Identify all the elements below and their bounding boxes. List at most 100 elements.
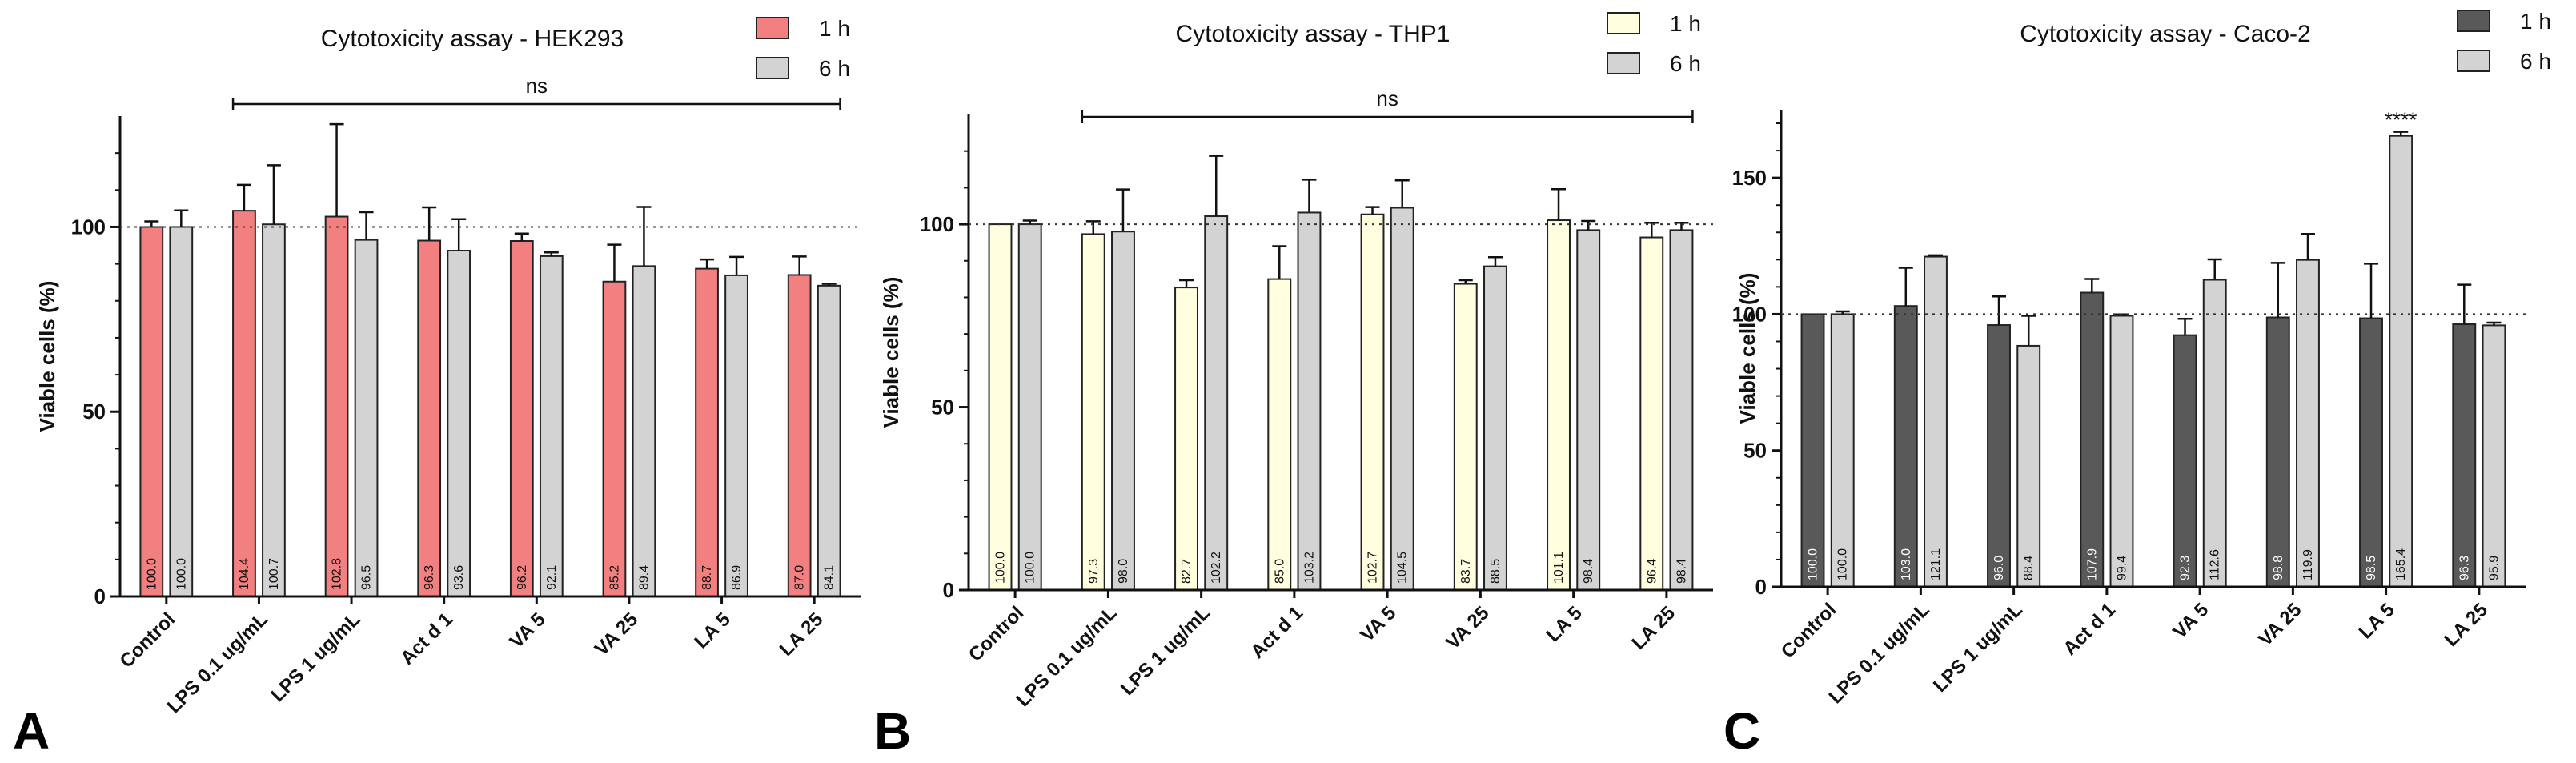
- bar-1h-0: [988, 223, 1013, 591]
- x-tick-label: LA 5: [1543, 602, 1587, 646]
- bar-1h-7: [1639, 236, 1664, 591]
- bar-1h-4: [509, 240, 534, 597]
- data-label: 102.8: [331, 558, 344, 590]
- data-label: 103.0: [1900, 548, 1913, 580]
- data-label: 101.1: [1552, 552, 1566, 584]
- data-label: 119.9: [2301, 549, 2315, 580]
- x-tick-label: LPS 1 ug/mL: [1117, 602, 1214, 700]
- x-tick-label: Act d 1: [1246, 602, 1307, 663]
- bar-6h-2: [354, 239, 379, 597]
- bar-1h-4: [1360, 213, 1385, 591]
- bar-1h-6: [695, 267, 719, 597]
- data-label: 100.0: [994, 552, 1008, 584]
- bar-1h-3: [2080, 291, 2105, 588]
- data-label: 92.1: [545, 565, 559, 590]
- bar-1h-5: [2265, 316, 2290, 588]
- y-tick-label: 100: [71, 215, 106, 239]
- data-label: 95.9: [2487, 556, 2501, 580]
- data-label: 100.0: [175, 558, 188, 590]
- bar-6h-4: [539, 255, 564, 597]
- x-tick-label: Control: [1777, 599, 1840, 662]
- legend-swatch-6h: [2457, 50, 2490, 72]
- data-label: 102.7: [1366, 552, 1380, 584]
- bar-1h-6: [2359, 317, 2383, 588]
- data-label: 104.4: [238, 558, 251, 590]
- data-label: 98.8: [2272, 556, 2285, 580]
- bar-6h-5: [632, 265, 656, 597]
- bar-1h-1: [1081, 233, 1105, 591]
- bar-6h-7: [1669, 229, 1694, 591]
- bar-6h-7: [2482, 324, 2506, 588]
- significance-stars: ****: [2385, 108, 2417, 132]
- data-label: 96.3: [2458, 556, 2471, 580]
- x-tick-label: LA 25: [776, 608, 828, 661]
- x-tick-label: LA 5: [2355, 599, 2399, 643]
- bar-6h-0: [1830, 313, 1855, 588]
- data-label: 87.0: [793, 565, 807, 590]
- bar-6h-3: [447, 250, 471, 597]
- chart-panel-b: Cytotoxicity assay - THP1 1 h 6 h 0 50 100 Via…: [874, 11, 1713, 760]
- bar-6h-0: [1017, 223, 1042, 591]
- chart-title: Cytotoxicity assay - Caco-2: [2020, 21, 2310, 47]
- x-tick-label: LPS 1 ug/mL: [267, 608, 364, 706]
- x-tick-label: LA 25: [1627, 602, 1679, 654]
- bar-1h-2: [324, 215, 349, 597]
- data-label: 107.9: [2085, 548, 2099, 580]
- y-tick-label: 0: [1755, 575, 1767, 599]
- x-tick-label: LPS 0.1 ug/mL: [163, 608, 272, 717]
- legend-swatch-6h: [756, 57, 789, 79]
- bar-6h-1: [1111, 231, 1135, 591]
- bar-1h-0: [139, 226, 164, 597]
- data-label: 85.2: [608, 565, 621, 590]
- x-tick-label: Control: [116, 608, 179, 672]
- bar-6h-6: [1576, 229, 1601, 591]
- data-label: 92.3: [2179, 556, 2193, 580]
- data-label: 96.0: [1992, 556, 2006, 580]
- x-tick-label: VA 5: [2169, 599, 2213, 643]
- x-tick-label: VA 25: [591, 608, 642, 660]
- legend-label: 6 h: [2520, 49, 2551, 74]
- bar-1h-5: [602, 280, 627, 597]
- bar-6h-7: [817, 284, 841, 597]
- bar-1h-0: [1800, 313, 1825, 588]
- chart-title: Cytotoxicity assay - THP1: [1176, 21, 1451, 47]
- legend-label: 1 h: [1670, 11, 1701, 36]
- x-tick-label: Act d 1: [396, 608, 457, 669]
- y-tick-label: 0: [943, 578, 954, 602]
- x-tick-label: LPS 1 ug/mL: [1929, 599, 2027, 697]
- data-label: 121.1: [1929, 548, 1943, 580]
- x-tick-label: VA 5: [1356, 602, 1400, 646]
- panel-label: A: [13, 702, 50, 760]
- bar-1h-1: [232, 210, 256, 597]
- y-tick-label: 100: [920, 212, 954, 236]
- data-label: 104.5: [1396, 552, 1410, 584]
- bar-6h-0: [169, 226, 194, 597]
- data-label: 96.3: [423, 565, 436, 590]
- data-label: 97.3: [1087, 559, 1101, 584]
- data-label: 112.6: [2209, 549, 2222, 580]
- bar-1h-7: [787, 274, 812, 597]
- bar-1h-6: [1547, 219, 1571, 591]
- bar-6h-1: [1924, 255, 1948, 588]
- data-label: 165.4: [2394, 548, 2408, 580]
- chart-title: Cytotoxicity assay - HEK293: [321, 26, 624, 52]
- chart-panel-c: Cytotoxicity assay - Caco-2 1 h 6 h 0 50 100 1…: [1723, 9, 2551, 760]
- legend-swatch-6h: [1607, 52, 1640, 74]
- x-tick-label: VA 25: [1442, 602, 1493, 653]
- legend-label: 1 h: [819, 16, 850, 41]
- x-tick-label: LA 5: [691, 608, 735, 653]
- x-tick-label: LA 25: [2440, 599, 2492, 651]
- bar-1h-7: [2452, 323, 2477, 588]
- bar-6h-2: [2016, 344, 2041, 588]
- legend-swatch-1h: [756, 17, 789, 39]
- x-tick-label: LPS 0.1 ug/mL: [1825, 599, 1934, 708]
- y-tick-label: 50: [82, 400, 106, 424]
- data-label: 83.7: [1459, 559, 1473, 584]
- data-label: 100.7: [267, 558, 281, 590]
- bar-6h-3: [1297, 211, 1322, 591]
- bar-6h-6: [724, 274, 748, 597]
- data-label: 103.2: [1302, 552, 1316, 584]
- chart-panel-a: Cytotoxicity assay - HEK293 1 h 6 h 0 50 100 V…: [13, 16, 861, 760]
- data-label: 96.2: [516, 565, 529, 590]
